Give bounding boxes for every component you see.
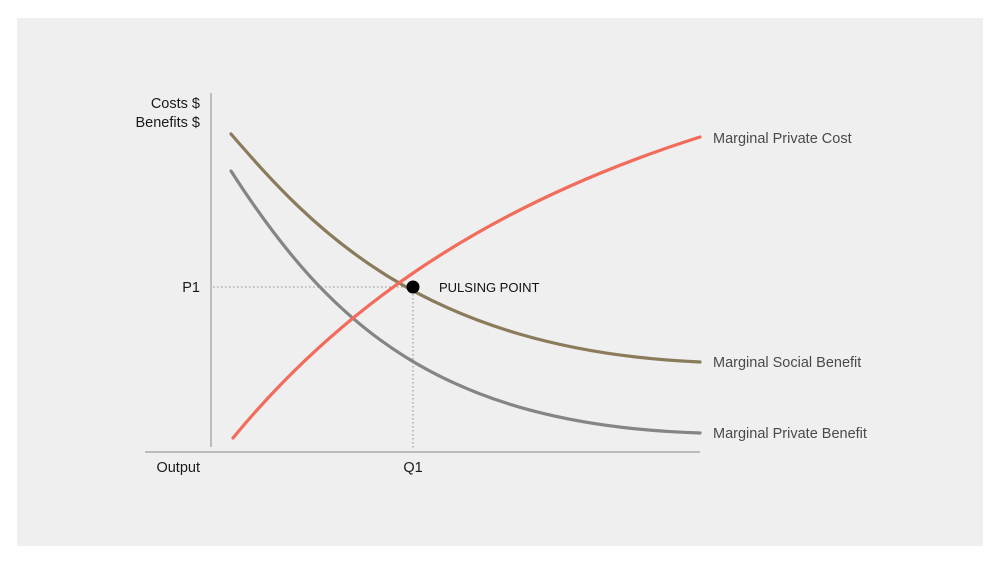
- y-tick-label-p1: P1: [182, 280, 200, 296]
- legend-label-marginal-social-benefit: Marginal Social Benefit: [713, 355, 861, 371]
- y-axis-label-line-2: Benefits $: [136, 115, 201, 131]
- pulsing-point-label: PULSING POINT: [439, 280, 539, 295]
- chart-panel: [17, 18, 983, 546]
- series-line-marginal-private-cost: [231, 135, 702, 440]
- series-line-marginal-social-benefit: [229, 132, 702, 364]
- x-axis-label: Output: [156, 460, 200, 476]
- legend-label-marginal-private-benefit: Marginal Private Benefit: [713, 426, 867, 442]
- legend-label-marginal-private-cost: Marginal Private Cost: [713, 131, 852, 147]
- pulsing-point-marker: [406, 280, 420, 294]
- y-axis-label-line-1: Costs $: [151, 96, 200, 112]
- x-tick-label-q1: Q1: [403, 460, 422, 476]
- series-line-marginal-private-benefit: [229, 169, 702, 435]
